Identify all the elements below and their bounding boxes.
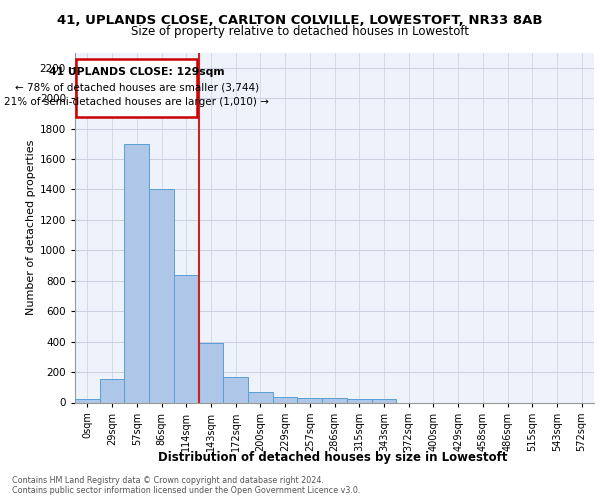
Text: 41 UPLANDS CLOSE: 129sqm: 41 UPLANDS CLOSE: 129sqm xyxy=(49,67,224,77)
Bar xyxy=(75,400,100,402)
Bar xyxy=(371,400,396,402)
Bar xyxy=(223,378,248,402)
Text: 21% of semi-detached houses are larger (1,010) →: 21% of semi-detached houses are larger (… xyxy=(4,98,269,108)
Bar xyxy=(273,397,298,402)
Bar xyxy=(124,144,149,403)
Y-axis label: Number of detached properties: Number of detached properties xyxy=(26,140,35,315)
Bar xyxy=(298,398,322,402)
FancyBboxPatch shape xyxy=(76,58,197,117)
Bar xyxy=(149,190,174,402)
Bar xyxy=(248,392,273,402)
Text: Contains HM Land Registry data © Crown copyright and database right 2024.: Contains HM Land Registry data © Crown c… xyxy=(12,476,324,485)
Text: Size of property relative to detached houses in Lowestoft: Size of property relative to detached ho… xyxy=(131,25,469,38)
Bar xyxy=(322,398,347,402)
Bar xyxy=(174,276,199,402)
Bar xyxy=(347,398,371,402)
Bar xyxy=(199,343,223,402)
Text: 41, UPLANDS CLOSE, CARLTON COLVILLE, LOWESTOFT, NR33 8AB: 41, UPLANDS CLOSE, CARLTON COLVILLE, LOW… xyxy=(57,14,543,27)
Bar xyxy=(100,379,124,402)
Text: Distribution of detached houses by size in Lowestoft: Distribution of detached houses by size … xyxy=(158,451,508,464)
Text: ← 78% of detached houses are smaller (3,744): ← 78% of detached houses are smaller (3,… xyxy=(15,83,259,93)
Text: Contains public sector information licensed under the Open Government Licence v3: Contains public sector information licen… xyxy=(12,486,361,495)
